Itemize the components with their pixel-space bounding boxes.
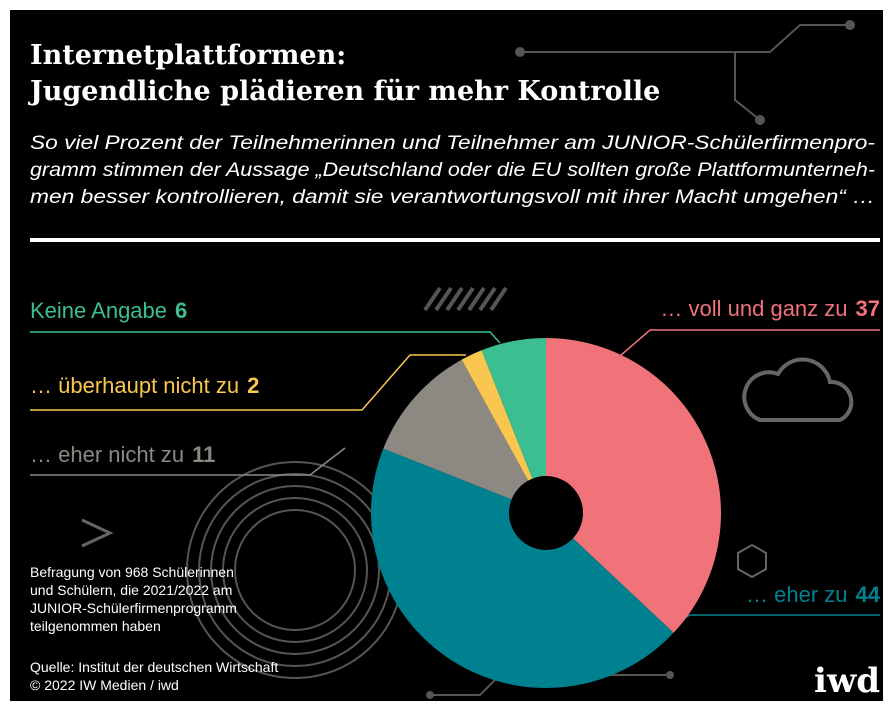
- category-label: … eher zu: [746, 582, 848, 607]
- source: Quelle: Institut der deutschen Wirtschaf…: [30, 659, 278, 675]
- value-label: 11: [192, 442, 215, 467]
- pie-slice: [371, 448, 674, 688]
- subtitle: gramm stimmen der Aussage „Deutschland o…: [30, 159, 876, 181]
- source: © 2022 IW Medien / iwd: [30, 677, 179, 693]
- chart-title: Jugendliche plädieren für mehr Kontrolle: [28, 76, 660, 107]
- category-label: Keine Angabe: [30, 298, 167, 323]
- pie-slice: [461, 350, 546, 513]
- pie-slice: [481, 338, 546, 513]
- value-label: 44: [856, 582, 881, 607]
- chart-title: Internetplattformen:: [30, 40, 346, 71]
- value-label: 6: [175, 298, 187, 323]
- donut-hole: [509, 476, 583, 550]
- note: und Schülern, die 2021/2022 am: [30, 582, 232, 598]
- subtitle: men besser kontrollieren, damit sie vera…: [30, 186, 875, 208]
- note: Befragung von 968 Schülerinnen: [30, 564, 234, 580]
- note: teilgenommen haben: [30, 618, 161, 634]
- subtitle: So viel Prozent der Teilnehmerinnen und …: [30, 132, 876, 154]
- value-label: 37: [856, 296, 880, 321]
- note: JUNIOR-Schülerfirmenprogramm: [30, 600, 237, 616]
- category-label: … voll und ganz zu: [660, 296, 847, 321]
- pie-slice: [546, 338, 721, 633]
- category-label: … eher nicht zu: [30, 442, 184, 467]
- category-label: … überhaupt nicht zu: [30, 373, 239, 398]
- divider: [30, 238, 880, 242]
- value-label: 2: [247, 373, 259, 398]
- logo: iwd: [814, 661, 880, 701]
- pie-slice: [383, 359, 546, 513]
